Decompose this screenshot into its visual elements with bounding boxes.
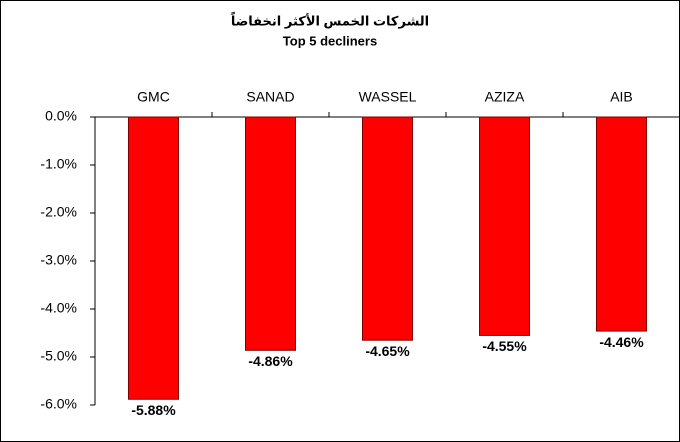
y-tick-label: -4.0% [40,300,77,316]
value-label: -4.55% [482,338,527,354]
chart-subtitle: Top 5 decliners [283,33,377,48]
value-label: -5.88% [131,402,176,418]
x-tick-label: SANAD [246,89,294,105]
y-tick-label: -5.0% [40,348,77,364]
y-tick-label: -1.0% [40,156,77,172]
value-label: -4.46% [599,334,644,350]
chart-title: الشركات الخمس الأكثر انخفاضاً [231,12,429,29]
bar [596,116,647,332]
y-tick-label: 0.0% [45,108,77,124]
x-tick-label: WASSEL [359,89,417,105]
x-tick-label: GMC [137,89,170,105]
value-label: -4.65% [365,343,410,359]
bar [362,116,413,341]
bar [245,116,296,351]
value-label: -4.86% [248,353,293,369]
y-tick-label: -3.0% [40,252,77,268]
bar [128,116,179,400]
y-tick-label: -2.0% [40,204,77,220]
bar [479,116,530,336]
x-tick-label: AZIZA [485,89,525,105]
y-tick-label: -6.0% [40,396,77,412]
x-tick-label: AIB [610,89,633,105]
